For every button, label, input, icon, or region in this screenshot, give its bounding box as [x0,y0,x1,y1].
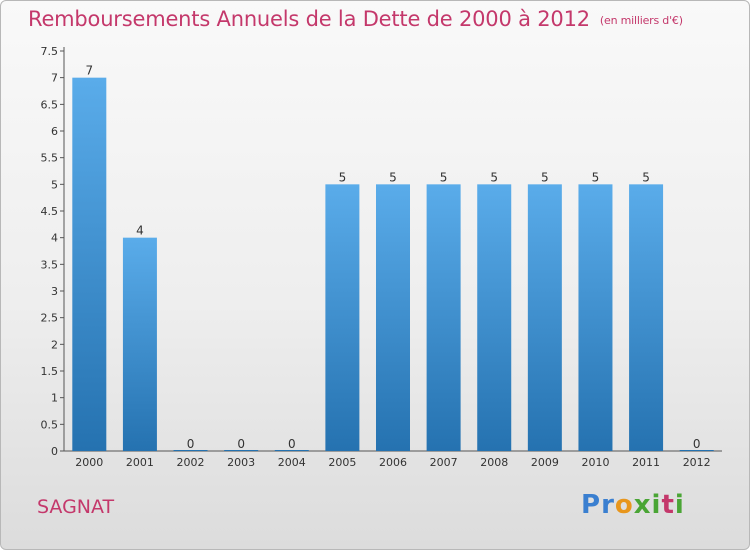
y-tick-label: 2 [51,338,58,351]
bar-value-label: 5 [389,170,397,184]
y-tick-label: 6 [51,125,58,138]
y-tick-label: 0 [51,445,58,458]
bar [426,184,461,452]
x-tick-label: 2002 [177,456,205,469]
bar [325,184,360,452]
axes: 0 0.5 1 1.5 2 2.5 3 3.5 4 4.5 5 5.5 6 6.5 7 7.5 [41,45,722,458]
bar-value-label: 5 [592,170,600,184]
bar-value-label: 4 [136,224,144,238]
bar-value-label: 7 [85,64,93,78]
y-tick-label: 5.5 [41,152,59,165]
x-tick-label: 2006 [379,456,407,469]
bars [72,77,714,452]
logo-letter: t [661,490,675,520]
bar [679,450,714,451]
bar-value-label: 5 [440,170,448,184]
bar-value-label: 0 [693,437,701,451]
chart-unit: (en milliers d'€) [599,14,683,27]
x-tick-label: 2008 [480,456,508,469]
y-tick-label: 4 [51,232,58,245]
commune-name: SAGNAT [37,496,115,518]
y-tick-label: 7 [51,72,58,85]
y-tick-label: 3 [51,285,58,298]
bar-value-label: 5 [339,170,347,184]
x-tick-label: 2012 [683,456,711,469]
bar-value-label: 5 [490,170,498,184]
y-tick-label: 1.5 [41,365,59,378]
logo-letter: x [633,490,652,520]
x-tick-label: 2007 [430,456,458,469]
logo-letter: i [651,490,662,520]
bar-value-label: 0 [288,437,296,451]
y-tick-label: 3.5 [41,258,59,271]
y-tick-label: 6.5 [41,98,59,111]
y-tick-label: 2.5 [41,312,59,325]
logo-letter: r [601,490,615,520]
y-tick-label: 5 [51,178,58,191]
y-tick-label: 0.5 [41,418,59,431]
x-tick-label: 2000 [75,456,103,469]
bar [224,450,259,451]
bar [173,450,208,451]
bar [72,77,107,452]
bar-value-label: 0 [237,437,245,451]
x-tick-label: 2009 [531,456,559,469]
bar [274,450,309,451]
bar [629,184,664,452]
y-tick-label: 4.5 [41,205,59,218]
logo-letter: o [614,490,634,520]
labels: 2000 7 2001 4 2002 0 2003 0 2004 0 2005 5 2006 5 2007 5… [75,64,710,469]
logo-letter: i [674,490,685,520]
bar-value-label: 0 [187,437,195,451]
logo-letter: P [581,490,602,520]
y-tick-label: 7.5 [41,45,59,58]
x-tick-label: 2010 [581,456,609,469]
bar-value-label: 5 [541,170,549,184]
x-tick-label: 2003 [227,456,255,469]
bar [527,184,562,452]
bar [376,184,410,452]
x-tick-label: 2001 [126,456,154,469]
x-tick-label: 2004 [278,456,306,469]
x-tick-label: 2005 [328,456,356,469]
proxiti-logo: Proxiti [581,490,685,520]
chart-title-text: Remboursements Annuels de la Dette de 20… [28,7,590,31]
bar-value-label: 5 [642,170,650,184]
bar [122,237,157,451]
bar [578,184,613,452]
x-tick-label: 2011 [632,456,660,469]
bar [477,184,512,452]
y-tick-label: 1 [51,392,58,405]
chart-title: Remboursements Annuels de la Dette de 20… [28,7,683,31]
